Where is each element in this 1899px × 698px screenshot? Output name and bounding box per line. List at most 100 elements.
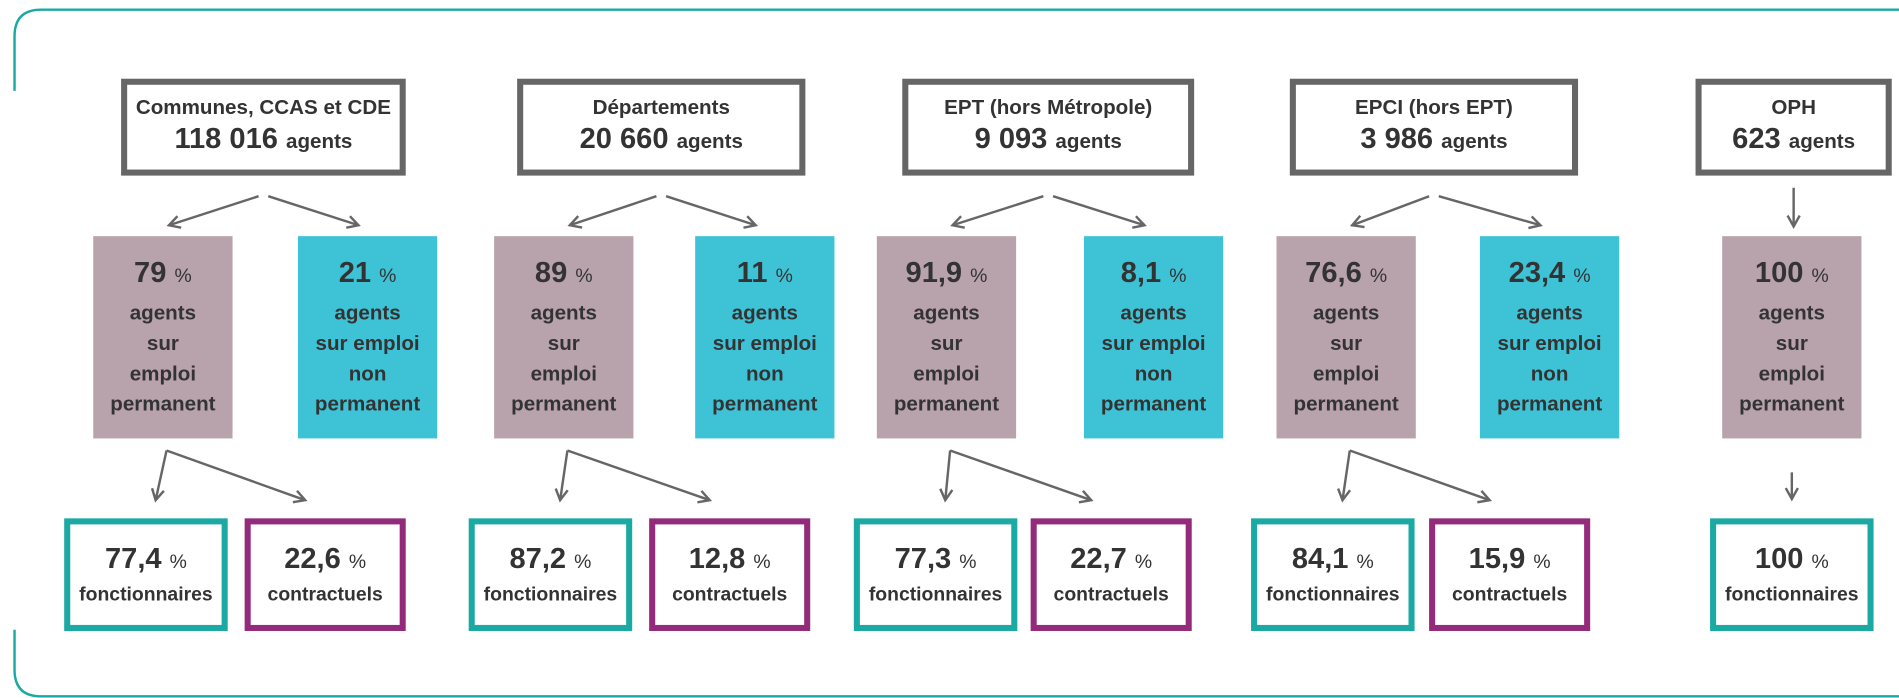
count-value: 20 660 (579, 122, 669, 156)
label-line: permanent (1293, 392, 1399, 416)
percent: 22,7 % (1070, 541, 1152, 581)
percent: 11 % (737, 256, 793, 296)
group-count: 623 agents (1732, 121, 1855, 160)
percent-value: 77,4 (104, 542, 162, 576)
label-line: agents (1758, 301, 1825, 325)
percent-sign: % (1533, 552, 1551, 573)
percent: 15,9 % (1469, 541, 1551, 581)
fonctionnaires-box: 100 % fonctionnaires (1710, 518, 1874, 631)
percent: 23,4 % (1509, 256, 1591, 296)
label: fonctionnaires (868, 584, 1003, 606)
non-permanent-box: 11 % agents sur emploi non permanent (695, 236, 835, 439)
label-line: sur (930, 331, 963, 355)
label-line: non (1530, 362, 1569, 386)
percent: 100 % (1755, 256, 1829, 296)
fonctionnaires-box: 84,1 % fonctionnaires (1251, 518, 1415, 631)
contractuels-box: 22,6 % contractuels (244, 518, 406, 631)
label-line: sur emploi (1101, 331, 1206, 355)
label-line: permanent (712, 392, 818, 416)
label-line: sur (547, 331, 580, 355)
percent-sign: % (1356, 552, 1374, 573)
label-line: permanent (511, 392, 617, 416)
percent: 8,1 % (1121, 256, 1187, 296)
percent-value: 76,6 (1305, 256, 1362, 290)
percent: 84,1 % (1292, 541, 1374, 581)
arrow (166, 449, 306, 501)
count-unit: agents (676, 129, 743, 153)
percent-value: 100 (1754, 256, 1804, 290)
arrow (665, 195, 756, 225)
percent-sign: % (379, 266, 397, 288)
percent: 76,6 % (1305, 256, 1387, 296)
label-line: agents (731, 301, 798, 325)
percent-sign: % (1573, 266, 1591, 288)
percent: 21 % (339, 256, 397, 296)
percent-value: 23,4 (1508, 256, 1566, 290)
group-count: 20 660 agents (580, 121, 743, 160)
permanent-box: 79 % agents sur emploi permanent (93, 236, 233, 439)
percent: 100 % (1755, 541, 1829, 581)
label-line: sur (1775, 331, 1808, 355)
count-value: 623 (1732, 122, 1781, 156)
label-line: agents (1516, 301, 1583, 325)
label-line: permanent (1496, 392, 1603, 416)
percent-value: 12,8 (688, 542, 746, 576)
percent-sign: % (753, 552, 771, 573)
label: contractuels (672, 584, 788, 606)
percent-sign: % (775, 266, 793, 288)
label-line: permanent (893, 392, 1000, 416)
percent-sign: % (1369, 266, 1388, 288)
group-header: Départements 20 660 agents (517, 78, 806, 176)
label-line: permanent (1739, 392, 1845, 416)
label-line: permanent (1100, 392, 1207, 416)
label-line: non (348, 362, 387, 386)
label-line: non (1134, 362, 1173, 386)
count-value: 118 016 (174, 122, 278, 156)
percent-value: 79 (134, 256, 167, 290)
percent-value: 84,1 (1291, 542, 1349, 576)
label-line: agents (129, 301, 197, 325)
group-name: Communes, CCAS et CDE (135, 95, 391, 119)
permanent-box: 91,9 % agents sur emploi permanent (876, 236, 1017, 439)
group-header: EPT (hors Métropole) 9 093 agents (902, 78, 1195, 176)
permanent-box: 100 % agents sur emploi permanent (1722, 236, 1862, 439)
percent-sign: % (348, 552, 367, 573)
permanent-box: 89 % agents sur emploi permanent (494, 236, 634, 439)
label: fonctionnaires (1725, 584, 1859, 606)
label-line: sur (146, 331, 179, 355)
label: contractuels (267, 584, 383, 606)
label: contractuels (1053, 584, 1169, 606)
group-name: Départements (592, 95, 730, 119)
label-line: agents (334, 301, 401, 325)
percent-value: 15,9 (1468, 542, 1526, 576)
frame (13, 8, 1899, 698)
label-line: emploi (913, 362, 980, 386)
label: fonctionnaires (483, 584, 618, 606)
arrow (570, 195, 657, 225)
group-count: 3 986 agents (1360, 121, 1507, 160)
label-line: emploi (530, 362, 597, 386)
label: fonctionnaires (79, 584, 213, 606)
group-count: 118 016 agents (174, 121, 352, 160)
non-permanent-box: 21 % agents sur emploi non permanent (297, 236, 438, 439)
percent: 87,2 % (509, 541, 591, 581)
contractuels-box: 12,8 % contractuels (649, 518, 811, 631)
percent-value: 89 (534, 256, 568, 290)
percent-sign: % (1169, 266, 1187, 288)
percent-value: 22,7 (1070, 542, 1127, 576)
contractuels-box: 22,7 % contractuels (1030, 518, 1192, 631)
percent-value: 22,6 (284, 542, 341, 576)
permanent-box: 76,6 % agents sur emploi permanent (1276, 236, 1416, 439)
arrow (169, 195, 259, 225)
fonctionnaires-box: 87,2 % fonctionnaires (468, 518, 633, 631)
non-permanent-box: 8,1 % agents sur emploi non permanent (1083, 236, 1224, 439)
label-line: agents (913, 301, 980, 325)
percent: 77,3 % (895, 541, 977, 581)
arrow (567, 449, 709, 501)
count-unit: agents (286, 129, 353, 153)
percent: 12,8 % (689, 541, 771, 581)
percent: 77,4 % (105, 541, 187, 581)
